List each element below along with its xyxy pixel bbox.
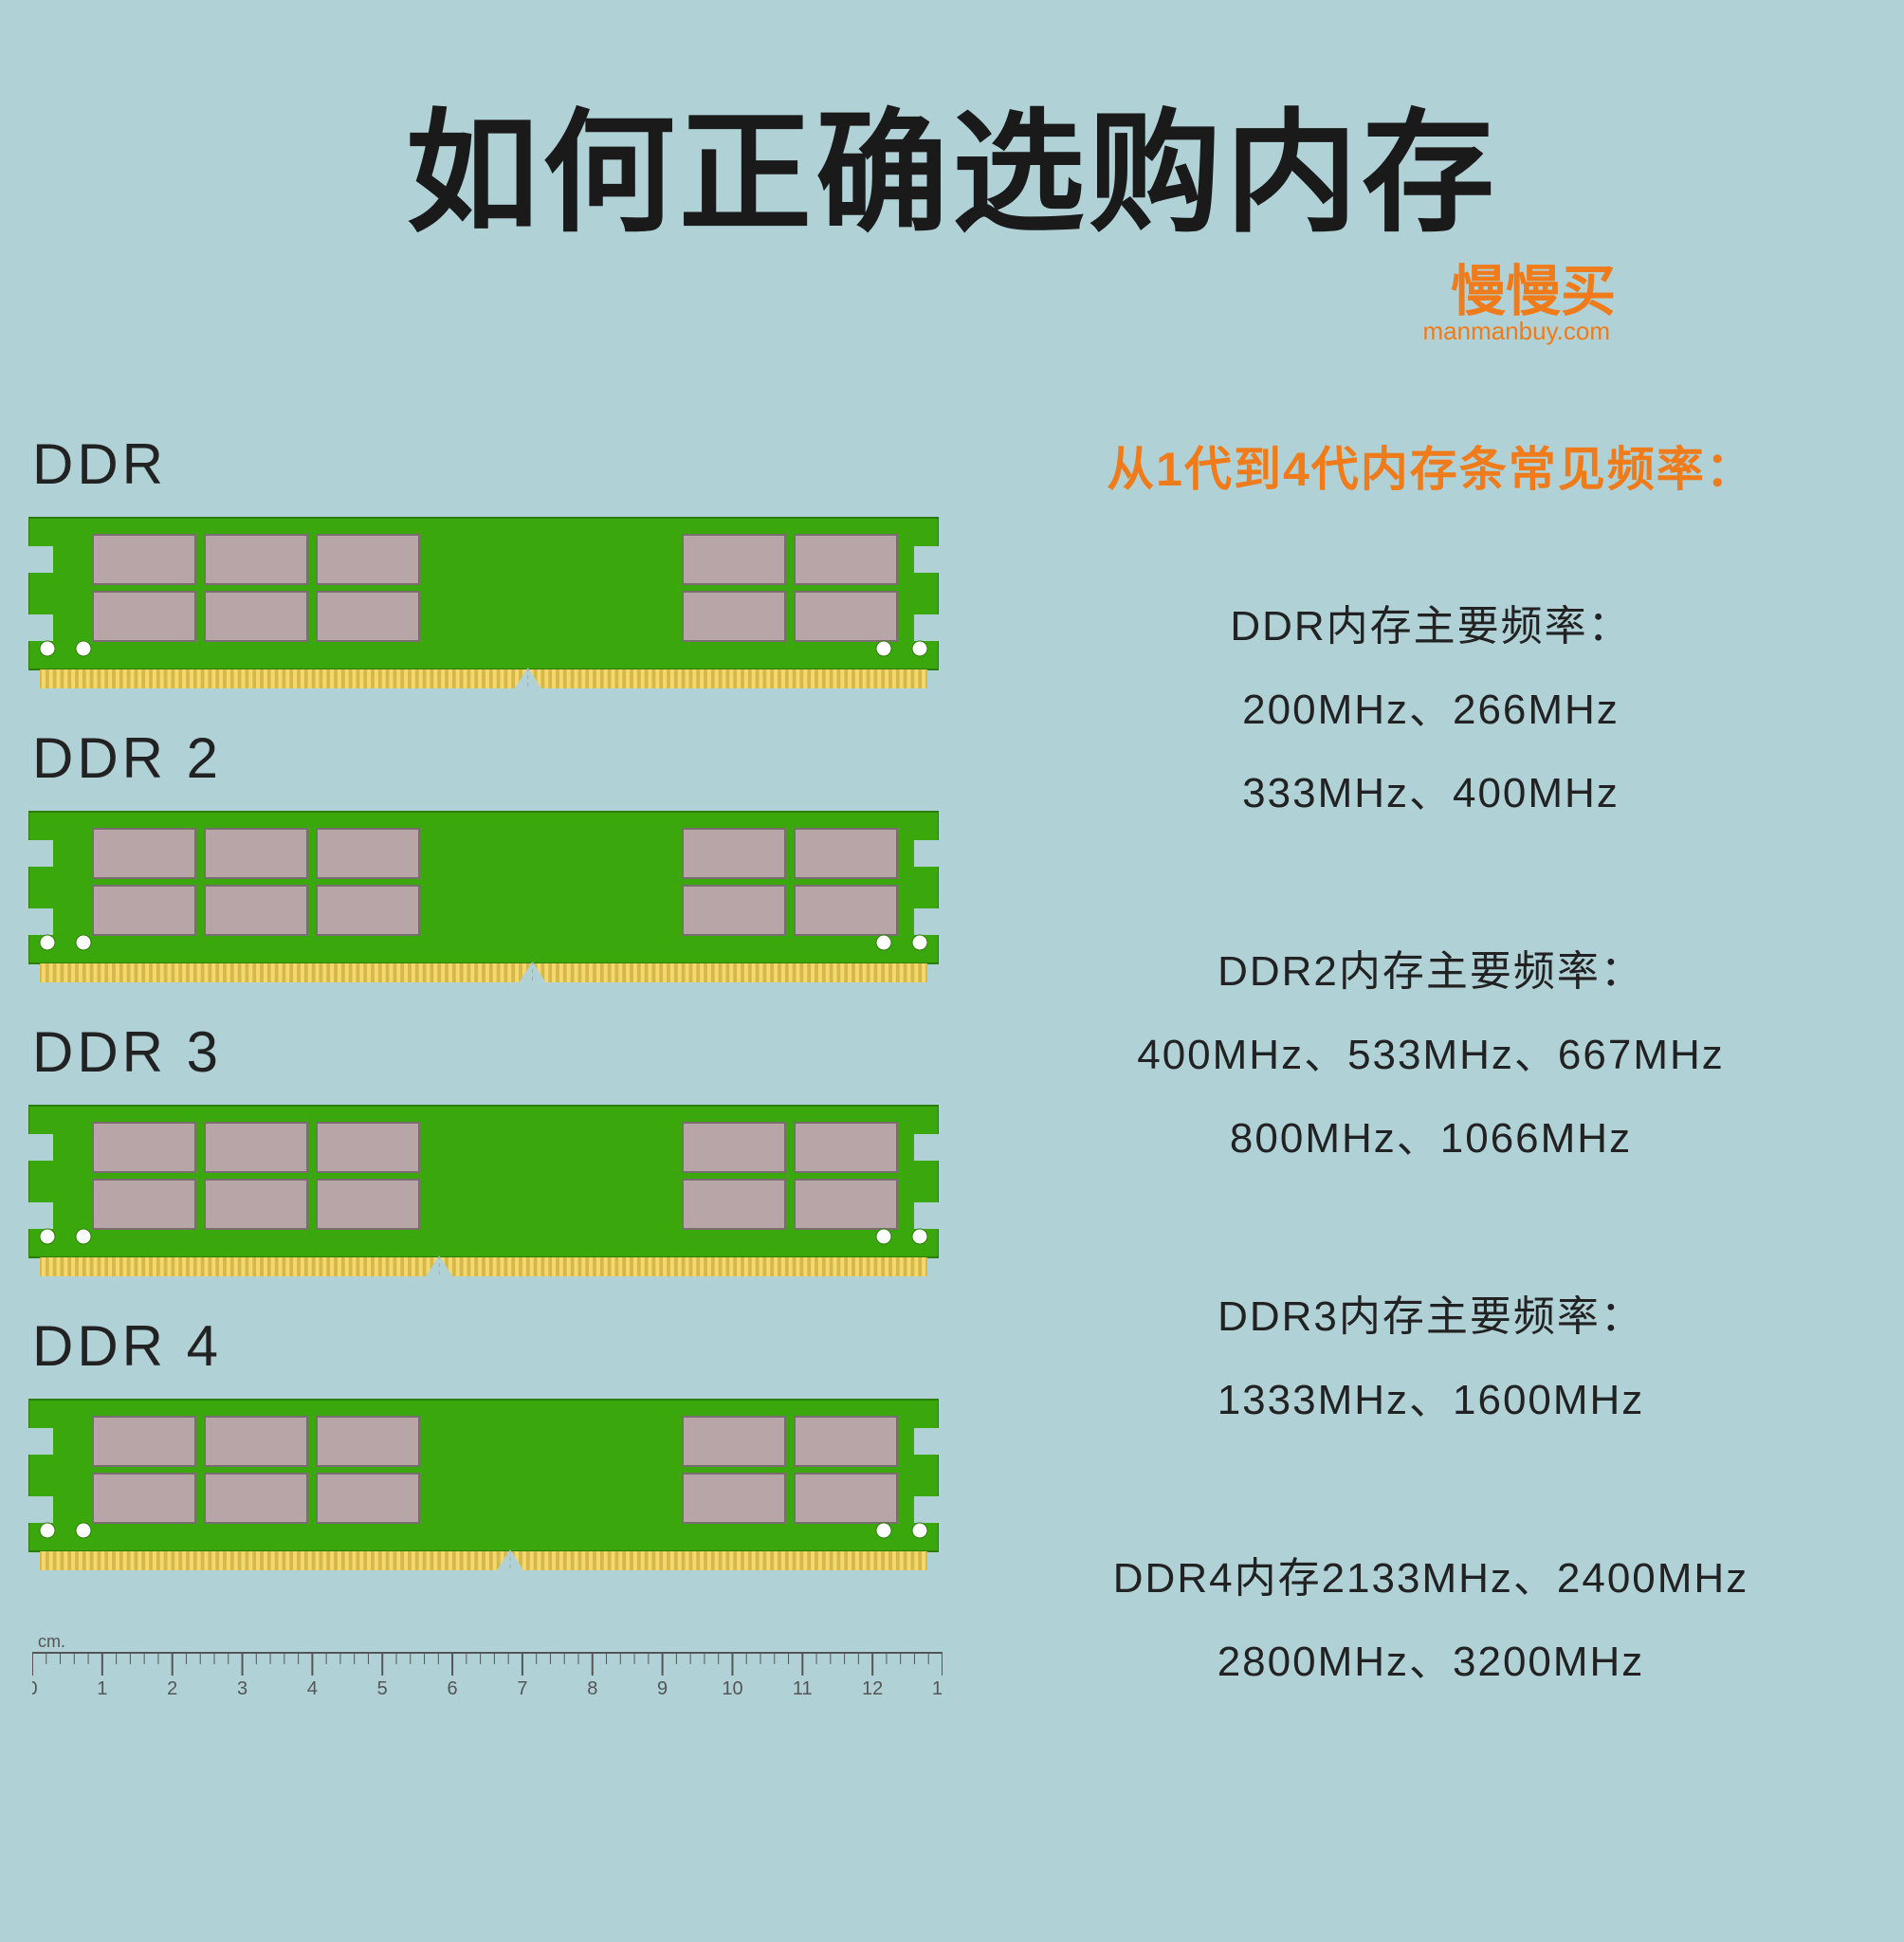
ram-section: DDR 4 [28, 1313, 977, 1575]
brand-cn: 慢慢买 [1451, 247, 1616, 326]
frequency-block: DDR2内存主要频率：400MHz、533MHz、667MHz800MHz、10… [1015, 930, 1847, 1181]
frequency-line: 2800MHz、3200MHz [1015, 1621, 1847, 1704]
frequency-line: 800MHz、1066MHz [1015, 1097, 1847, 1181]
brand-en: manmanbuy.com [288, 317, 1610, 346]
svg-text:7: 7 [517, 1678, 527, 1698]
ram-stick-svg [28, 802, 939, 982]
frequency-block: DDR3内存主要频率：1333MHz、1600MHz [1015, 1275, 1847, 1442]
svg-text:10: 10 [722, 1678, 742, 1698]
brand-block: 慢慢买 manmanbuy.com [288, 247, 1616, 346]
ram-stick-svg [28, 1390, 939, 1570]
frequency-block: DDR内存主要频率：200MHz、266MHz333MHz、400MHz [1015, 585, 1847, 835]
svg-text:6: 6 [448, 1678, 458, 1698]
svg-text:11: 11 [793, 1678, 813, 1698]
ram-section: DDR [28, 431, 977, 693]
svg-text:cm.: cm. [38, 1632, 65, 1651]
ram-section: DDR 3 [28, 1019, 977, 1281]
svg-text:0: 0 [32, 1678, 38, 1698]
svg-text:4: 4 [307, 1678, 318, 1698]
svg-text:12: 12 [862, 1678, 883, 1698]
frequency-line: DDR3内存主要频率： [1015, 1275, 1847, 1359]
frequency-line: 200MHz、266MHz [1015, 669, 1847, 752]
ruler: cm.012345678910111213 [32, 1632, 977, 1703]
frequency-line: 1333MHz、1600MHz [1015, 1359, 1847, 1442]
svg-text:13: 13 [932, 1678, 943, 1698]
frequency-line: DDR内存主要频率： [1015, 585, 1847, 669]
page-title: 如何正确选购内存 [0, 66, 1904, 258]
frequency-block: DDR4内存2133MHz、2400MHz2800MHz、3200MHz [1015, 1537, 1847, 1704]
ruler-svg: cm.012345678910111213 [32, 1632, 943, 1698]
ram-stick-svg [28, 1096, 939, 1276]
frequency-line: 400MHz、533MHz、667MHz [1015, 1014, 1847, 1097]
frequency-line: 333MHz、400MHz [1015, 752, 1847, 835]
ram-label: DDR 2 [32, 725, 977, 791]
ram-section: DDR 2 [28, 725, 977, 987]
frequency-column: 从1代到4代内存条常见频率： DDR内存主要频率：200MHz、266MHz33… [977, 431, 1847, 1799]
svg-text:9: 9 [657, 1678, 668, 1698]
ram-label: DDR 3 [32, 1019, 977, 1085]
frequency-title: 从1代到4代内存条常见频率： [1015, 431, 1847, 500]
svg-text:2: 2 [167, 1678, 177, 1698]
svg-text:8: 8 [587, 1678, 597, 1698]
frequency-line: DDR4内存2133MHz、2400MHz [1015, 1537, 1847, 1621]
svg-text:5: 5 [377, 1678, 388, 1698]
svg-text:1: 1 [97, 1678, 107, 1698]
frequency-line: DDR2内存主要频率： [1015, 930, 1847, 1014]
svg-text:3: 3 [237, 1678, 247, 1698]
ram-diagram-column: DDRDDR 2DDR 3DDR 4cm.012345678910111213 [28, 431, 977, 1799]
ram-label: DDR [32, 431, 977, 497]
ram-label: DDR 4 [32, 1313, 977, 1379]
ram-stick-svg [28, 508, 939, 688]
